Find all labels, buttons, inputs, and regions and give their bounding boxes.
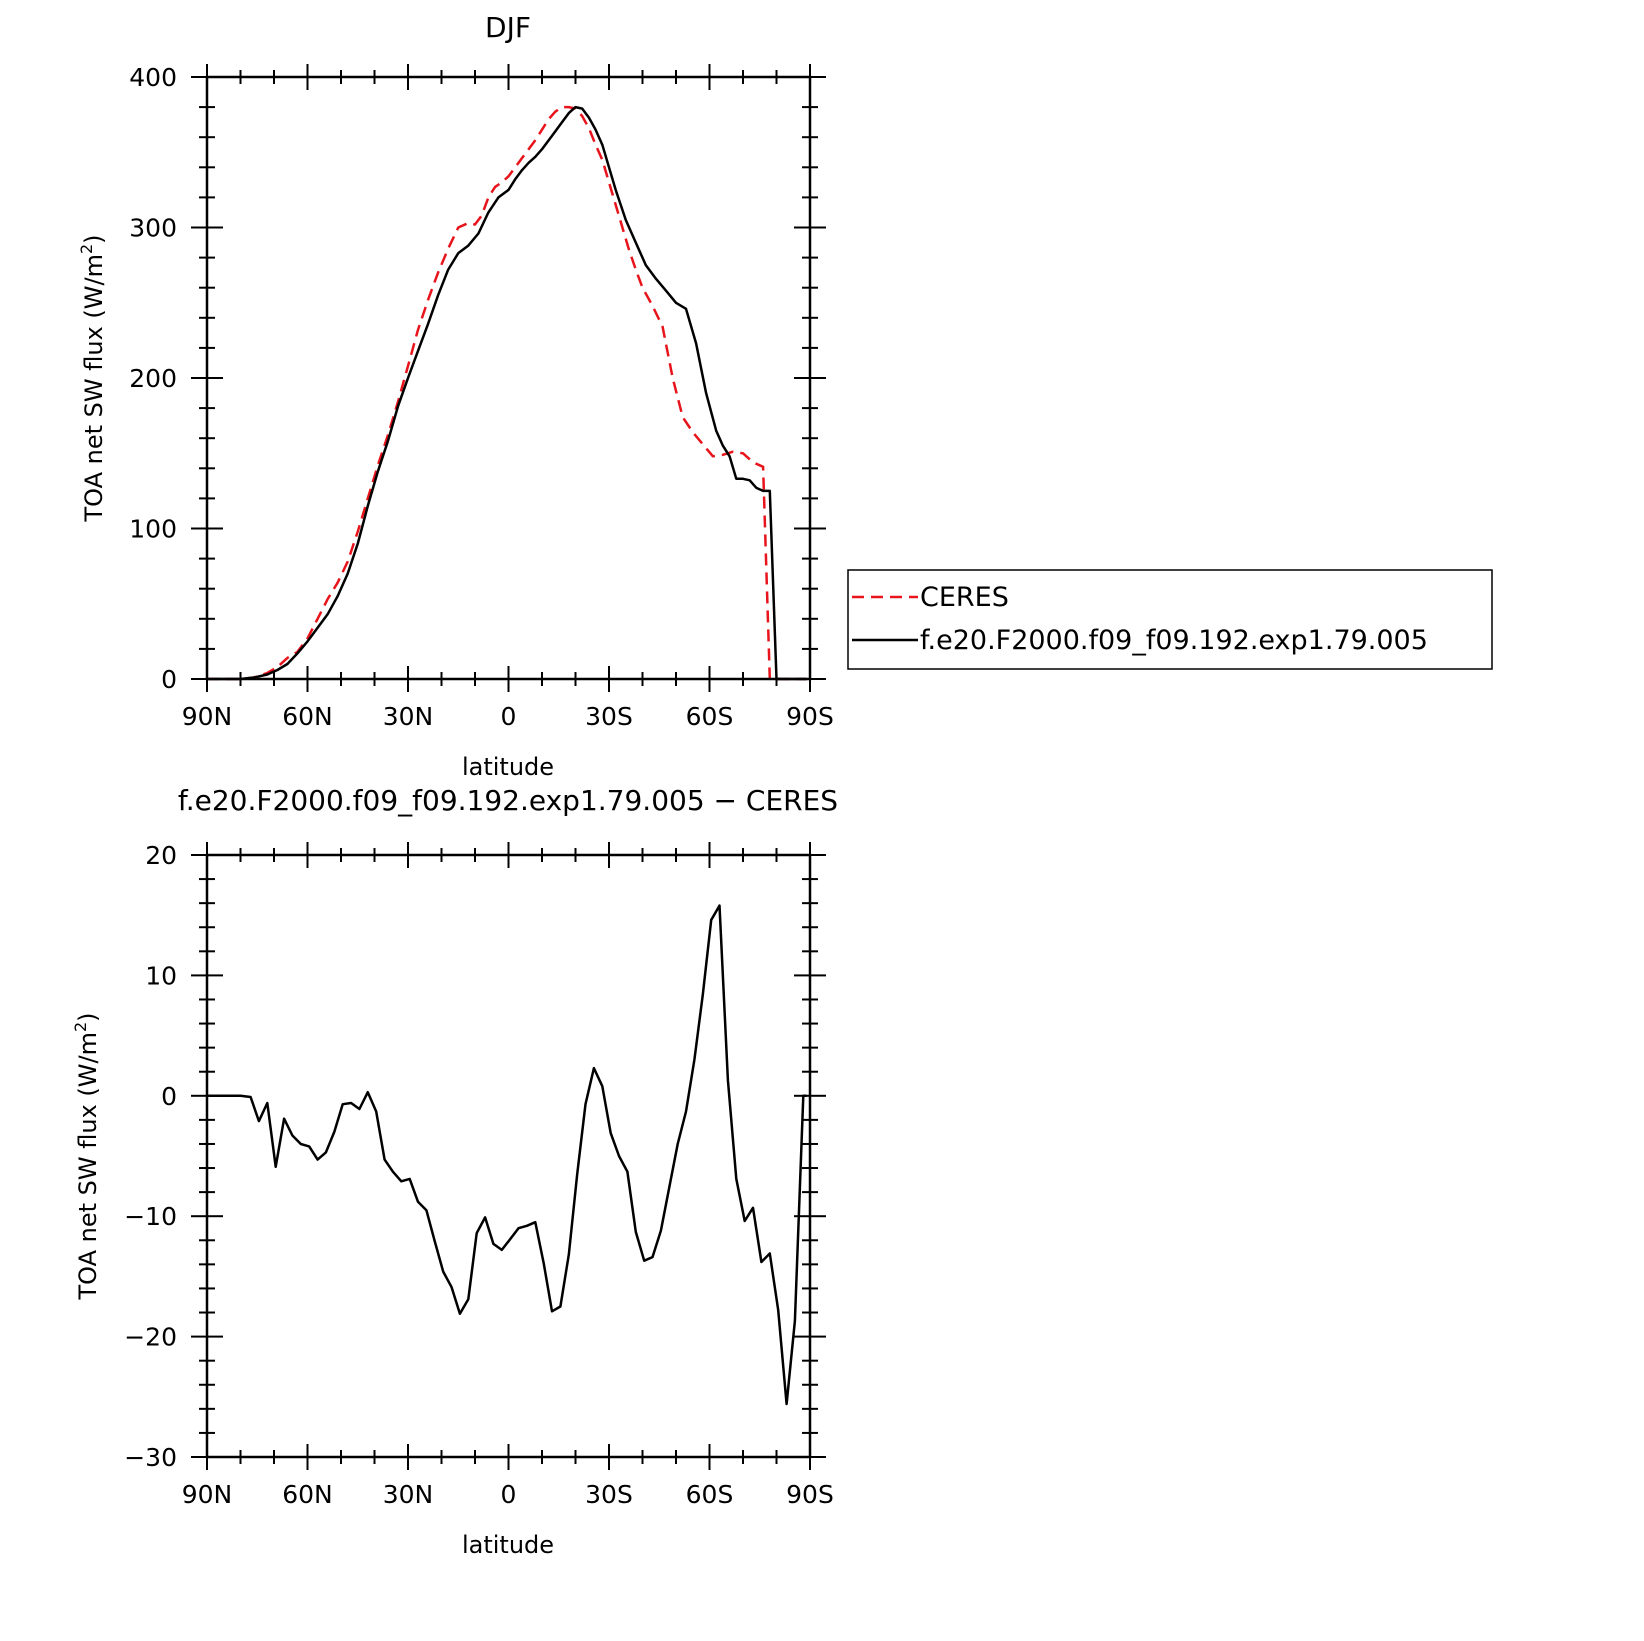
x-tick-label: 30S [585, 702, 633, 731]
chart-title-difference: f.e20.F2000.f09_f09.192.exp1.79.005 − CE… [178, 784, 838, 817]
y-tick-label: 20 [145, 841, 177, 870]
x-tick-label: 90N [182, 702, 233, 731]
plot-frame-bottom [205, 853, 812, 1459]
y-axis-title-top-end: ) [80, 234, 108, 243]
legend-box [847, 569, 1493, 670]
y-tick-label: 0 [161, 1082, 177, 1111]
y-axis-title-bottom-main: TOA net SW flux (W/m [74, 1032, 102, 1301]
legend-label-ceres: CERES [920, 582, 1009, 613]
x-tick-label: 60N [282, 702, 333, 731]
x-tick-label: 30N [383, 702, 434, 731]
series-group-top [207, 105, 807, 681]
x-tick-label: 0 [501, 702, 517, 731]
axes-top: 90N 60N 30N 0 30S 60S 90S 0 100 200 300 400 [129, 63, 834, 731]
x-tick-label: 60S [686, 1480, 734, 1509]
y-tick-label: 400 [129, 63, 177, 92]
x-axis-title-bottom: latitude [462, 1531, 554, 1559]
axes-bottom: 90N 60N 30N 0 30S 60S 90S −30 −20 −10 0 10 20 [124, 841, 834, 1509]
series-line-bottom-0 [207, 904, 807, 1406]
x-tick-label: 60N [282, 1480, 333, 1509]
chart-title-djf: DJF [485, 11, 531, 44]
x-tick-label: 30S [585, 1480, 633, 1509]
x-tick-label: 0 [501, 1480, 517, 1509]
y-tick-label: 0 [161, 665, 177, 694]
y-tick-label: 100 [129, 515, 177, 544]
y-axis-title-top: TOA net SW flux (W/m2) [77, 234, 108, 522]
x-tick-label: 90S [786, 1480, 834, 1509]
y-axis-title-bottom-sup: 2 [71, 1022, 90, 1032]
x-axis-title-top: latitude [462, 753, 554, 781]
plot-frame-top [205, 75, 812, 681]
y-tick-label: 300 [129, 214, 177, 243]
legend: CERES f.e20.F2000.f09_f09.192.exp1.79.00… [847, 569, 1493, 670]
series-group-bottom [207, 904, 807, 1406]
series-line-top-0 [207, 105, 807, 681]
x-tick-label: 30N [383, 1480, 434, 1509]
y-tick-label: −30 [124, 1443, 177, 1472]
x-tick-label: 90S [786, 702, 834, 731]
series-line-top-1 [207, 105, 807, 681]
y-axis-title-top-main: TOA net SW flux (W/m [80, 254, 108, 523]
x-tick-label: 60S [686, 702, 734, 731]
legend-label-model: f.e20.F2000.f09_f09.192.exp1.79.005 [920, 625, 1428, 656]
y-tick-label: 10 [145, 961, 177, 990]
y-axis-title-bottom: TOA net SW flux (W/m2) [71, 1012, 102, 1300]
y-axis-title-bottom-end: ) [74, 1012, 102, 1021]
y-tick-label: −10 [124, 1202, 177, 1231]
y-axis-title-top-sup: 2 [77, 244, 96, 254]
panel-difference: f.e20.F2000.f09_f09.192.exp1.79.005 − CE… [71, 784, 838, 1559]
panel-djf: DJF 90N 60N 30N 0 30S 60S 90S 0 100 200 300 400 lat… [77, 11, 834, 781]
y-tick-label: 200 [129, 364, 177, 393]
y-tick-label: −20 [124, 1323, 177, 1352]
x-tick-label: 90N [182, 1480, 233, 1509]
